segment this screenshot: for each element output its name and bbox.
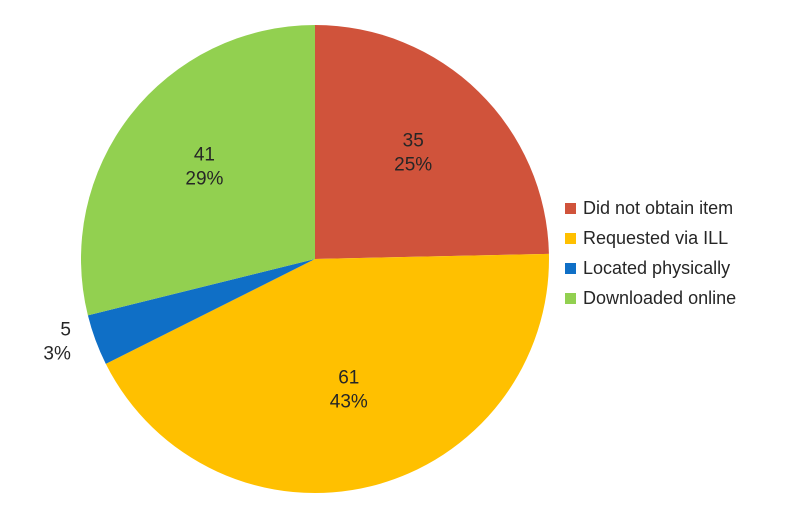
- pie-slice-did-not-obtain-item: [315, 25, 549, 259]
- legend-swatch-downloaded-online: [565, 293, 576, 304]
- legend-label-downloaded-online: Downloaded online: [583, 288, 736, 308]
- data-label-percent-located-physically: 3%: [43, 344, 71, 365]
- legend-item-requested-via-ill: Requested via ILL: [565, 228, 728, 248]
- legend-swatch-located-physically: [565, 263, 576, 274]
- pie-data-labels: 35 25% 61 43% 5 3% 41 29%: [43, 131, 432, 413]
- data-label-value-located-physically: 5: [60, 320, 71, 341]
- pie-slice-downloaded-online: [81, 25, 316, 316]
- legend: Did not obtain item Requested via ILL Loca…: [565, 198, 736, 308]
- legend-item-did-not-obtain-item: Did not obtain item: [565, 198, 733, 218]
- legend-label-requested-via-ill: Requested via ILL: [583, 228, 728, 248]
- legend-label-did-not-obtain-item: Did not obtain item: [583, 198, 733, 218]
- legend-item-located-physically: Located physically: [565, 258, 730, 278]
- pie-slices: [81, 25, 549, 494]
- legend-swatch-did-not-obtain-item: [565, 203, 576, 214]
- data-label-value-did-not-obtain-item: 35: [403, 131, 424, 152]
- data-label-value-requested-via-ill: 61: [338, 367, 359, 388]
- data-label-value-downloaded-online: 41: [194, 145, 215, 166]
- legend-item-downloaded-online: Downloaded online: [565, 288, 736, 308]
- pie-slice-located-physically: [87, 259, 316, 364]
- data-label-percent-requested-via-ill: 43%: [330, 391, 368, 412]
- pie-slice-requested-via-ill: [105, 253, 549, 494]
- legend-swatch-requested-via-ill: [565, 233, 576, 244]
- legend-label-located-physically: Located physically: [583, 258, 730, 278]
- data-label-percent-downloaded-online: 29%: [185, 169, 223, 190]
- data-label-percent-did-not-obtain-item: 25%: [394, 155, 432, 176]
